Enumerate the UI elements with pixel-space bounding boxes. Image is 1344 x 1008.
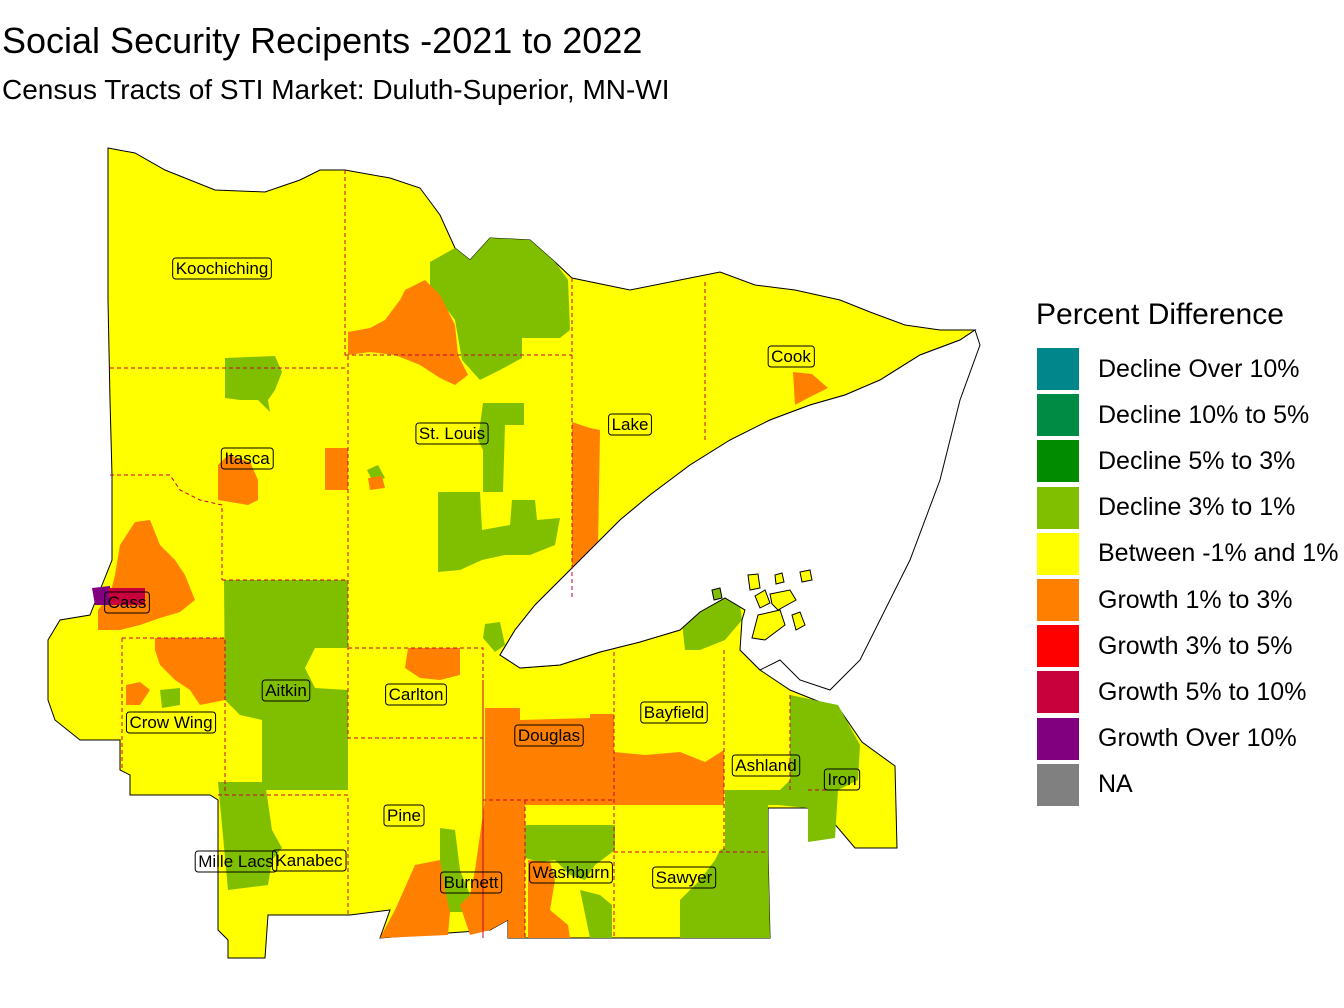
legend-swatch [1036,624,1080,669]
tracts-decline-3-to-1 [160,238,860,938]
county-name: St. Louis [419,424,485,443]
legend-label: Decline 10% to 5% [1098,400,1310,429]
county-label-box [271,849,347,872]
county-label-box [767,345,815,368]
legend-label: Between -1% and 1% [1098,539,1339,568]
county-label-box [172,257,272,280]
map-title: Social Security Recipents -2021 to 2022 [2,20,643,61]
legend-label: NA [1098,770,1133,799]
county-label-box [104,591,150,614]
legend-swatch [1036,578,1080,623]
county-name: Ashland [735,756,796,775]
county-label-box [261,679,311,702]
county-name: Koochiching [176,259,269,278]
legend-swatch [1036,716,1080,761]
county-label-box [823,768,861,791]
legend-label: Decline Over 10% [1098,354,1300,383]
county-label-box [608,413,652,436]
legend-label: Growth Over 10% [1098,724,1297,753]
county-label: Kanabec [271,849,347,872]
county-name: Burnett [444,873,499,892]
county-name: Washburn [533,863,610,882]
county-name: Bayfield [644,703,704,722]
county-name: Sawyer [656,868,713,887]
county-label-box [383,804,425,827]
legend-swatch [1036,347,1080,392]
county-name: Pine [387,806,421,825]
county-label: Lake [608,413,652,436]
county-label-box [194,850,278,873]
legend-item: Growth 1% to 3% [1036,577,1338,623]
county-name: Cook [771,347,811,366]
legend-item: NA [1036,762,1338,808]
county-name: Itasca [224,449,270,468]
legend-title: Percent Difference [1036,298,1284,331]
islands [711,569,813,641]
legend-swatch [1036,393,1080,438]
county-label-box [640,701,708,724]
county-name: Kanabec [275,851,343,870]
county-name: Douglas [518,726,580,745]
legend-item: Decline 5% to 3% [1036,438,1338,484]
county-label: Aitkin [261,679,311,702]
legend-label: Decline 3% to 1% [1098,493,1296,522]
county-label: St. Louis [415,422,489,445]
county-label-box [415,422,489,445]
county-label: Sawyer [652,866,717,889]
county-name: Carlton [389,685,444,704]
legend-label: Decline 5% to 3% [1098,446,1296,475]
legend-label: Growth 5% to 10% [1098,677,1307,706]
county-label: Douglas [514,724,584,747]
legend-item: Decline 10% to 5% [1036,392,1338,438]
legend-label: Growth 1% to 3% [1098,585,1293,614]
legend-item: Decline Over 10% [1036,346,1338,392]
county-name: Mille Lacs [198,852,274,871]
county-label: Koochiching [172,257,272,280]
legend-item: Growth 5% to 10% [1036,669,1338,715]
county-label-box [385,683,447,706]
lake-superior [499,329,981,691]
legend-swatch [1036,531,1080,576]
legend: Percent Difference Decline Over 10% Decli… [1036,298,1338,808]
county-name: Crow Wing [129,713,212,732]
county-labels: Koochiching Cook Lake St. Louis Itasca Cass Ai… [104,257,861,894]
legend-label: Growth 3% to 5% [1098,631,1293,660]
county-label-box [125,711,217,734]
county-label: Carlton [385,683,447,706]
county-label: Ashland [731,754,801,777]
county-label: Iron [823,768,861,791]
county-label-box [514,724,584,747]
legend-swatch [1036,485,1080,530]
county-label: Burnett [440,871,503,894]
legend-item: Growth Over 10% [1036,716,1338,762]
county-label: Bayfield [640,701,708,724]
county-label: Cook [767,345,815,368]
county-label-box [731,754,801,777]
map-subtitle: Census Tracts of STI Market: Duluth-Supe… [2,74,670,105]
county-label: Mille Lacs [194,850,278,873]
legend-item: Growth 3% to 5% [1036,623,1338,669]
legend-item: Decline 3% to 1% [1036,485,1338,531]
legend-item: Between -1% and 1% [1036,531,1338,577]
county-label-box [220,447,274,470]
tract-growth-over-10 [92,586,112,605]
legend-swatch [1036,762,1080,807]
county-label-box [440,871,503,894]
county-label-box [652,866,717,889]
legend-swatch [1036,439,1080,484]
county-label: Itasca [220,447,274,470]
legend-swatch [1036,670,1080,715]
county-name: Cass [108,593,147,612]
county-label: Washburn [529,861,613,884]
county-name: Iron [827,770,856,789]
county-label-box [529,861,613,884]
county-name: Aitkin [265,681,307,700]
county-label: Crow Wing [125,711,217,734]
county-label: Pine [383,804,425,827]
county-label: Cass [104,591,150,614]
county-name: Lake [612,415,649,434]
